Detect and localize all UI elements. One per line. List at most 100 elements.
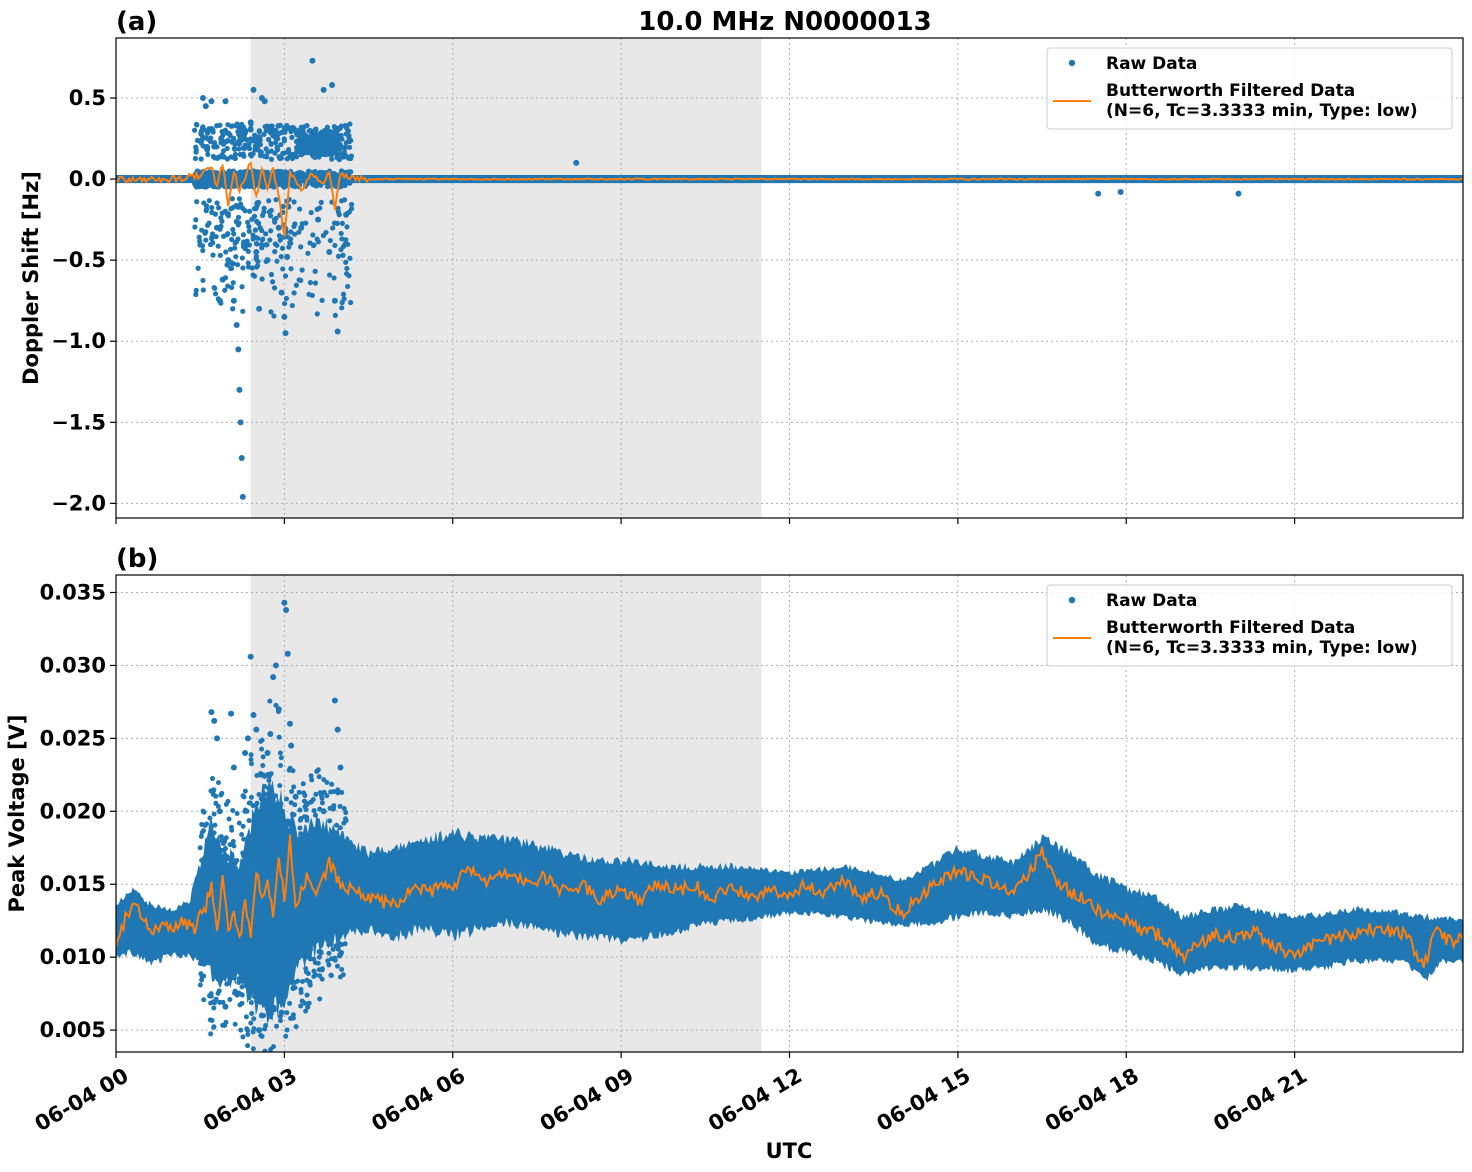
raw-data-point bbox=[210, 252, 216, 258]
raw-data-point bbox=[291, 199, 297, 205]
raw-data-point bbox=[203, 930, 209, 936]
raw-data-point bbox=[258, 149, 264, 155]
raw-data-point bbox=[258, 872, 264, 878]
raw-data-point bbox=[330, 173, 336, 179]
raw-data-point bbox=[307, 240, 313, 246]
raw-data-point bbox=[198, 156, 204, 162]
raw-data-point bbox=[210, 153, 216, 160]
x-tick-label: 06-04 12 bbox=[704, 1063, 806, 1136]
raw-data-point bbox=[256, 1071, 261, 1076]
raw-data-point bbox=[224, 232, 230, 238]
raw-data-point bbox=[298, 831, 304, 837]
raw-data-point bbox=[250, 840, 256, 846]
raw-data-point bbox=[287, 898, 293, 904]
raw-data-point bbox=[271, 824, 277, 830]
raw-data-point bbox=[293, 282, 300, 288]
raw-data-point bbox=[324, 793, 330, 799]
raw-data-point bbox=[335, 860, 341, 866]
y-tick-label: 0.010 bbox=[40, 945, 106, 969]
raw-data-point bbox=[216, 864, 222, 870]
raw-data-point bbox=[254, 998, 260, 1004]
raw-data-point bbox=[264, 996, 270, 1002]
raw-data-point bbox=[334, 822, 340, 828]
raw-data-point bbox=[263, 957, 269, 963]
raw-data-point bbox=[240, 232, 247, 238]
raw-data-point bbox=[211, 874, 217, 880]
raw-data-point bbox=[237, 953, 243, 959]
raw-data-point bbox=[291, 784, 297, 790]
raw-data-point bbox=[261, 153, 267, 159]
raw-data-point bbox=[268, 140, 274, 147]
raw-data-point bbox=[287, 1000, 293, 1006]
raw-data-point bbox=[308, 905, 314, 911]
raw-data-point bbox=[321, 789, 327, 795]
raw-data-point bbox=[273, 215, 279, 221]
raw-data-point bbox=[252, 994, 258, 1000]
raw-data-point bbox=[253, 249, 260, 256]
legend-entry-raw: Raw Data bbox=[1106, 591, 1197, 611]
raw-data-point bbox=[240, 244, 247, 250]
raw-data-point bbox=[277, 1018, 283, 1024]
raw-data-point bbox=[203, 203, 210, 209]
raw-data-point bbox=[225, 257, 232, 264]
raw-data-point bbox=[249, 968, 255, 974]
raw-data-point bbox=[296, 940, 302, 946]
raw-data-point bbox=[236, 386, 243, 393]
raw-data-point bbox=[243, 1014, 249, 1020]
raw-data-point bbox=[233, 322, 240, 329]
figure-title: 10.0 MHz N0000013 bbox=[638, 7, 931, 37]
raw-data-point bbox=[1117, 189, 1124, 196]
raw-data-point bbox=[235, 346, 242, 353]
raw-data-point bbox=[271, 285, 278, 291]
raw-data-point bbox=[211, 143, 218, 150]
panel-a: 0.5 0.0 −0.5 −1.0 −1.5 −2.0 Doppler Shift [Hz]… bbox=[19, 7, 1464, 524]
y-tick-label: 0.020 bbox=[40, 799, 106, 823]
raw-data-point bbox=[1095, 190, 1102, 197]
raw-data-point bbox=[331, 789, 337, 795]
raw-data-point bbox=[226, 864, 232, 870]
raw-data-point bbox=[305, 143, 311, 149]
raw-data-point bbox=[312, 812, 318, 818]
raw-data-point bbox=[301, 814, 307, 820]
raw-data-point bbox=[219, 948, 225, 954]
raw-data-point bbox=[312, 938, 318, 944]
raw-data-point bbox=[267, 798, 273, 804]
raw-data-point bbox=[203, 868, 209, 874]
raw-data-point bbox=[268, 156, 275, 162]
raw-data-point bbox=[245, 260, 251, 266]
raw-data-point bbox=[222, 98, 229, 105]
raw-data-point bbox=[255, 981, 261, 987]
raw-data-point bbox=[252, 1068, 257, 1073]
raw-data-point bbox=[330, 225, 336, 231]
raw-data-point bbox=[260, 754, 266, 760]
raw-data-point bbox=[254, 773, 260, 779]
raw-data-point bbox=[280, 266, 286, 272]
raw-data-point bbox=[209, 205, 215, 211]
raw-data-point bbox=[311, 863, 317, 869]
raw-data-point bbox=[281, 180, 287, 187]
raw-data-point bbox=[274, 258, 280, 264]
raw-data-point bbox=[273, 1055, 278, 1060]
raw-data-point bbox=[248, 1020, 254, 1026]
raw-data-point bbox=[252, 227, 259, 233]
raw-data-point bbox=[334, 133, 341, 139]
raw-data-point bbox=[219, 837, 226, 844]
raw-data-point bbox=[1235, 190, 1242, 197]
raw-data-point bbox=[347, 121, 353, 127]
raw-data-point bbox=[245, 853, 251, 859]
raw-data-point bbox=[328, 833, 334, 839]
legend-marker-raw bbox=[1068, 596, 1076, 604]
raw-data-point bbox=[234, 882, 240, 888]
raw-data-point bbox=[251, 942, 257, 948]
raw-data-point bbox=[282, 330, 289, 337]
raw-data-point bbox=[305, 1004, 311, 1010]
x-tick-label: 06-04 18 bbox=[1041, 1063, 1143, 1136]
raw-data-point bbox=[330, 806, 336, 812]
raw-data-point bbox=[262, 123, 268, 130]
raw-data-point bbox=[283, 295, 290, 302]
raw-data-point bbox=[260, 763, 266, 769]
raw-data-point bbox=[256, 852, 262, 858]
raw-data-point bbox=[268, 1047, 274, 1052]
raw-data-point bbox=[259, 276, 265, 282]
